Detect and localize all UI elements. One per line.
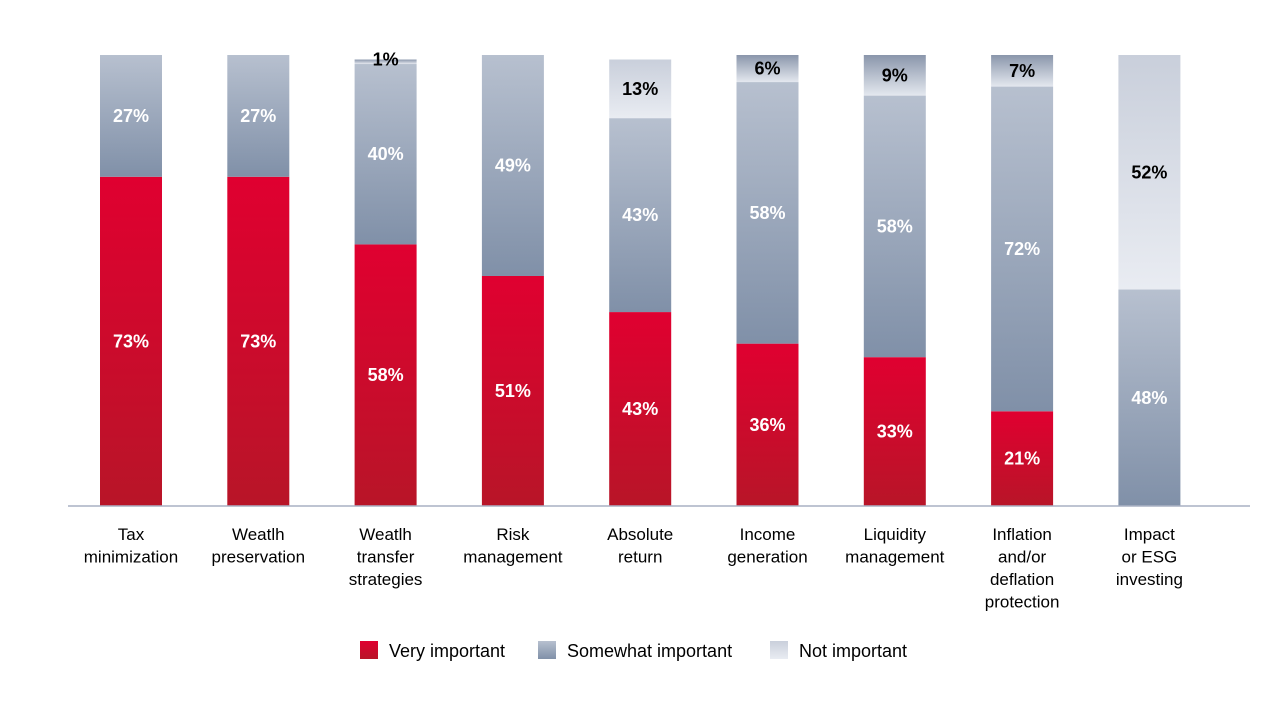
category-label-absolute-return: Absolute return [607,525,673,567]
category-labels-layer: Tax minimization Weatlh preservation Weatlh t… [84,525,1183,612]
data-label-not-important-absolute-return: 13% [622,79,658,99]
bar-not-important-impact-or-esg-investing [1118,55,1181,290]
category-label-line: and/or [998,548,1047,567]
bar-somewhat-important-impact-or-esg-investing [1118,289,1181,506]
category-label-line: Tax [118,525,145,544]
data-label-somewhat-important-impact-or-esg-investing: 48% [1131,388,1167,408]
legend: Very important Somewhat important Not impo… [360,641,907,661]
bar-somewhat-important-absolute-return [609,118,672,313]
category-label-liquidity-management: Liquidity management [845,525,945,567]
legend-label-not-important: Not important [799,641,907,661]
category-label-line: minimization [84,548,178,567]
data-label-somewhat-important-risk-management: 49% [495,155,531,175]
category-label-line: return [618,548,662,567]
bar-somewhat-important-risk-management [481,55,544,276]
data-label-somewhat-important-weatlh-transfer-strategies: 40% [368,144,404,164]
category-label-line: Inflation [992,525,1052,544]
category-label-line: Absolute [607,525,673,544]
data-label-not-important-liquidity-management: 9% [882,65,908,85]
data-label-somewhat-important-tax-minimization: 27% [113,106,149,126]
data-label-not-important-weatlh-transfer-strategies: 1% [373,50,399,70]
bar-somewhat-important-tax-minimization [100,55,162,177]
legend-label-somewhat-important: Somewhat important [567,641,732,661]
data-label-very-important-absolute-return: 43% [622,399,658,419]
data-label-somewhat-important-weatlh-preservation: 27% [240,106,276,126]
legend-swatch-very-important [360,641,378,659]
segment-labels-layer: 73% 27% 73% 27% 58% 40% 1% 51% 49% 43% 43% 13% 36% 58… [113,50,1167,469]
bar-not-important-income-generation [736,55,799,83]
bars-layer [100,55,1181,507]
category-label-line: Liquidity [864,525,927,544]
legend-swatch-not-important [770,641,788,659]
category-label-line: preservation [212,548,306,567]
data-label-somewhat-important-absolute-return: 43% [622,205,658,225]
data-label-not-important-income-generation: 6% [754,59,780,79]
data-label-very-important-liquidity-management: 33% [877,422,913,442]
category-label-income-generation: Income generation [727,525,807,567]
bar-somewhat-important-liquidity-management [863,95,926,358]
category-label-line: Risk [496,525,530,544]
bar-very-important-risk-management [481,275,544,506]
bar-very-important-weatlh-transfer-strategies [354,244,417,507]
bar-somewhat-important-weatlh-preservation [227,55,290,177]
bar-somewhat-important-income-generation [736,82,799,344]
legend-swatch-somewhat-important [538,641,556,659]
category-label-line: deflation [990,570,1054,589]
category-label-line: Impact [1124,525,1175,544]
bar-very-important-inflation-and-or-deflation-protection [991,411,1054,506]
category-label-line: management [845,548,945,567]
bar-not-important-inflation-and-or-deflation-protection [991,55,1054,87]
bar-very-important-tax-minimization [100,176,162,506]
data-label-not-important-impact-or-esg-investing: 52% [1131,162,1167,182]
category-label-line: generation [727,548,807,567]
bar-not-important-liquidity-management [863,55,926,96]
category-label-weatlh-preservation: Weatlh preservation [212,525,306,567]
data-label-somewhat-important-liquidity-management: 58% [877,216,913,236]
bar-not-important-weatlh-transfer-strategies [354,59,417,65]
legend-label-very-important: Very important [389,641,505,661]
category-label-line: protection [985,593,1060,612]
bar-not-important-absolute-return [609,59,672,119]
bar-very-important-income-generation [736,343,799,506]
category-label-line: strategies [349,570,423,589]
category-label-line: or ESG [1122,548,1178,567]
category-label-line: transfer [357,548,415,567]
data-label-very-important-tax-minimization: 73% [113,331,149,351]
category-label-risk-management: Risk management [463,525,563,567]
bar-very-important-liquidity-management [863,357,926,506]
category-label-weatlh-transfer-strategies: Weatlh transfer strategies [349,525,423,589]
data-label-very-important-income-generation: 36% [749,415,785,435]
data-label-very-important-weatlh-preservation: 73% [240,331,276,351]
bar-somewhat-important-weatlh-transfer-strategies [354,64,417,245]
category-label-line: Weatlh [359,525,412,544]
data-label-very-important-risk-management: 51% [495,381,531,401]
data-label-very-important-inflation-and-or-deflation-protection: 21% [1004,449,1040,469]
data-label-not-important-inflation-and-or-deflation-protection: 7% [1009,61,1035,81]
category-label-inflation-and-or-deflation-protection: Inflation and/or deflation protection [985,525,1060,612]
category-label-line: Weatlh [232,525,285,544]
category-label-tax-minimization: Tax minimization [84,525,178,567]
bar-very-important-absolute-return [609,312,672,506]
category-label-line: management [463,548,563,567]
data-label-very-important-weatlh-transfer-strategies: 58% [368,365,404,385]
bar-somewhat-important-inflation-and-or-deflation-protection [991,86,1054,412]
data-label-somewhat-important-inflation-and-or-deflation-protection: 72% [1004,239,1040,259]
bar-very-important-weatlh-preservation [227,176,290,506]
category-label-impact-or-esg-investing: Impact or ESG investing [1116,525,1183,589]
data-label-somewhat-important-income-generation: 58% [749,203,785,223]
category-label-line: Income [740,525,796,544]
category-label-line: investing [1116,570,1183,589]
